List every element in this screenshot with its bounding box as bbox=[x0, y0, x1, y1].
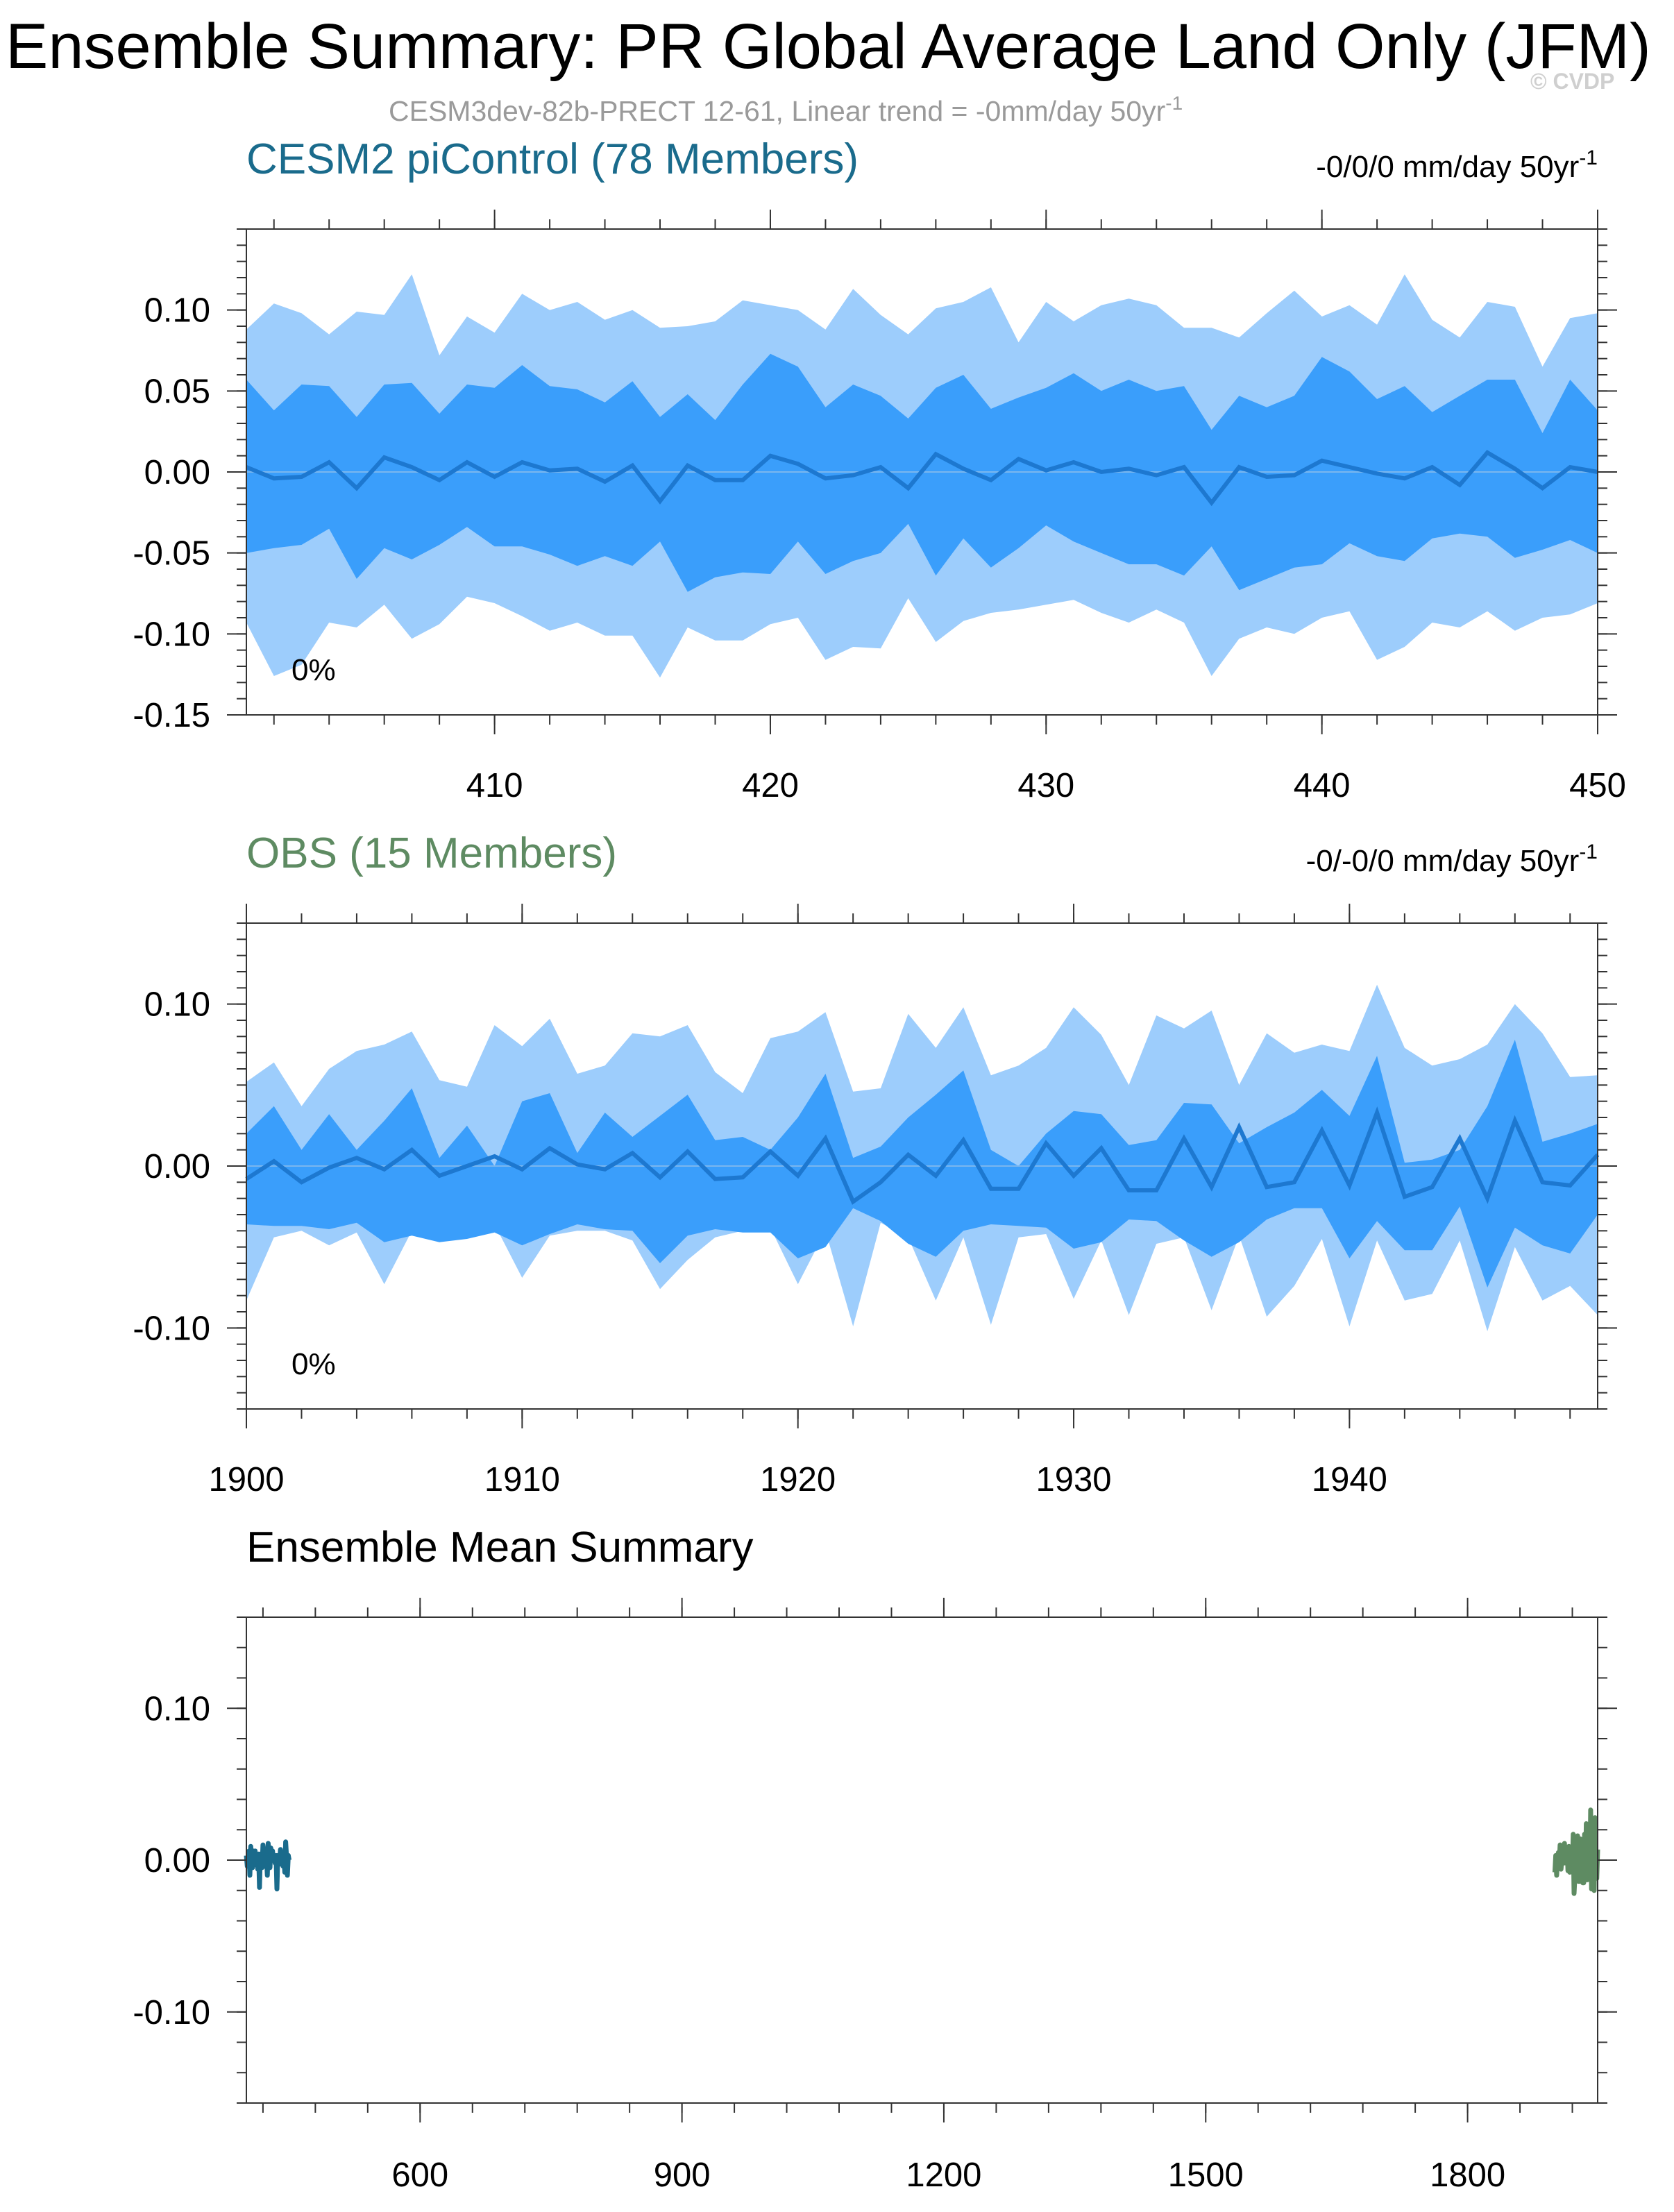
series-line-model bbox=[244, 1839, 292, 1892]
panel-title: CESM2 piControl (78 Members) bbox=[246, 135, 859, 183]
x-tick-label: 1920 bbox=[760, 1461, 836, 1498]
model-panel: CESM2 piControl (78 Members) -0/0/0 mm/da… bbox=[133, 135, 1626, 804]
trend-text: -0/0/0 mm/day 50yr-1 bbox=[1316, 146, 1598, 184]
y-tick-label: 0.05 bbox=[144, 373, 210, 410]
y-tick-label: -0.10 bbox=[133, 1310, 210, 1347]
x-tick-label: 1940 bbox=[1312, 1461, 1387, 1498]
x-tick-label: 440 bbox=[1294, 767, 1351, 804]
x-tick-label: 430 bbox=[1017, 767, 1074, 804]
trend-text: -0/-0/0 mm/day 50yr-1 bbox=[1306, 841, 1598, 878]
y-tick-label: -0.15 bbox=[133, 697, 210, 734]
x-tick-label: 900 bbox=[654, 2156, 711, 2194]
x-tick-label: 1930 bbox=[1036, 1461, 1112, 1498]
y-tick-label: 0.00 bbox=[144, 1842, 210, 1880]
figure-subtitle: CESM3dev-82b-PRECT 12-61, Linear trend =… bbox=[389, 92, 1183, 127]
x-tick-label: 600 bbox=[391, 2156, 448, 2194]
x-tick-label: 1900 bbox=[208, 1461, 284, 1498]
ensemble-mean-line bbox=[245, 1106, 1600, 1205]
obs-panel: OBS (15 Members) -0/-0/0 mm/day 50yr-1 0% 0… bbox=[133, 829, 1617, 1498]
x-tick-label: 450 bbox=[1569, 767, 1626, 804]
y-tick-label: 0.10 bbox=[144, 1690, 210, 1728]
x-tick-label: 1200 bbox=[906, 2156, 981, 2194]
y-tick-label: 0.00 bbox=[144, 454, 210, 491]
ensemble-mean-panel: Ensemble Mean Summary 0.10 0.00 -0.10 600 900… bbox=[133, 1523, 1617, 2194]
ensemble-mean-line bbox=[245, 450, 1598, 507]
figure-title: Ensemble Summary: PR Global Average Land… bbox=[6, 11, 1651, 82]
panel-title: OBS (15 Members) bbox=[246, 829, 617, 877]
x-tick-label: 1800 bbox=[1430, 2156, 1505, 2194]
x-tick-label: 410 bbox=[466, 767, 523, 804]
y-tick-label: -0.10 bbox=[133, 1994, 210, 2032]
series-line-obs bbox=[1552, 1807, 1600, 1896]
percent-label: 0% bbox=[291, 653, 336, 687]
x-tick-label: 1500 bbox=[1168, 2156, 1244, 2194]
subtitle-text: CESM3dev-82b-PRECT 12-61, Linear trend =… bbox=[389, 95, 1165, 127]
trend-value: -0/0/0 mm/day 50yr bbox=[1316, 150, 1579, 184]
subtitle-sup: -1 bbox=[1165, 92, 1183, 114]
y-tick-label: 0.10 bbox=[144, 986, 210, 1024]
y-tick-label: -0.10 bbox=[133, 616, 210, 653]
trend-value: -0/-0/0 mm/day 50yr bbox=[1306, 844, 1580, 878]
y-tick-label: -0.05 bbox=[133, 535, 210, 573]
y-tick-label: 0.10 bbox=[144, 292, 210, 330]
copyright-text: © CVDP bbox=[1530, 69, 1614, 94]
y-tick-label: 0.00 bbox=[144, 1148, 210, 1185]
x-tick-label: 1910 bbox=[484, 1461, 560, 1498]
panel-title: Ensemble Mean Summary bbox=[246, 1523, 754, 1571]
plot-frame bbox=[246, 1616, 1598, 2104]
x-tick-label: 420 bbox=[742, 767, 799, 804]
percent-label: 0% bbox=[291, 1347, 336, 1381]
trend-sup: -1 bbox=[1579, 841, 1598, 863]
trend-sup: -1 bbox=[1579, 146, 1598, 169]
